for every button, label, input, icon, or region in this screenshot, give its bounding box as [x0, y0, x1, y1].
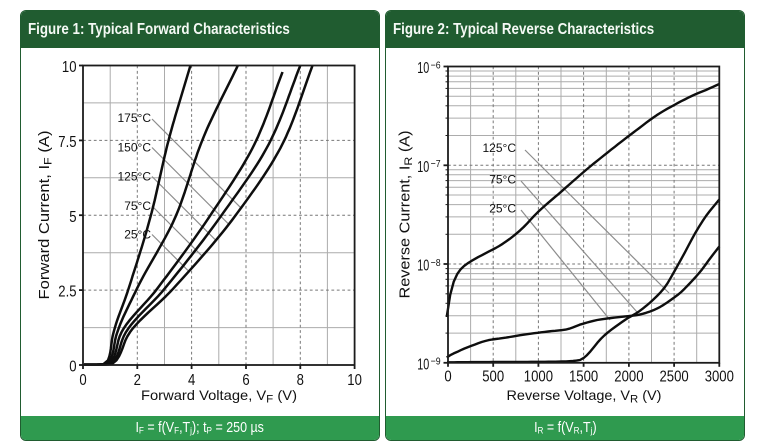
svg-text:0: 0 [444, 369, 452, 386]
svg-text:7.5: 7.5 [58, 134, 76, 151]
svg-text:10: 10 [62, 59, 77, 76]
svg-text:10: 10 [417, 60, 429, 77]
svg-text:150°C: 150°C [118, 141, 152, 155]
svg-text:75°C: 75°C [489, 173, 516, 187]
svg-text:125°C: 125°C [483, 141, 517, 155]
svg-text:75°C: 75°C [124, 199, 151, 213]
svg-text:−9: −9 [431, 356, 441, 368]
svg-text:2500: 2500 [660, 369, 690, 386]
svg-text:6: 6 [242, 372, 249, 389]
svg-text:3000: 3000 [705, 369, 735, 386]
svg-text:8: 8 [297, 372, 304, 389]
svg-text:−7: −7 [431, 158, 441, 170]
svg-text:25°C: 25°C [124, 228, 151, 242]
svg-text:4: 4 [188, 372, 196, 389]
svg-text:Reverse Voltage, VR (V): Reverse Voltage, VR (V) [507, 387, 662, 406]
svg-text:10: 10 [347, 372, 362, 389]
svg-text:Forward Voltage, VF (V): Forward Voltage, VF (V) [141, 387, 297, 406]
svg-text:−8: −8 [431, 257, 441, 269]
svg-text:10: 10 [417, 258, 429, 275]
svg-text:10: 10 [417, 356, 429, 373]
svg-text:1000: 1000 [524, 369, 554, 386]
svg-text:25°C: 25°C [489, 202, 516, 216]
svg-text:2000: 2000 [614, 369, 644, 386]
svg-text:0: 0 [69, 359, 77, 376]
svg-text:10: 10 [417, 159, 429, 176]
svg-text:1500: 1500 [569, 369, 599, 386]
svg-text:0: 0 [79, 372, 87, 389]
svg-text:2: 2 [134, 372, 141, 389]
svg-text:Forward Current, IF (A): Forward Current, IF (A) [37, 131, 55, 300]
svg-text:Reverse Current, IR (A): Reverse Current, IR (A) [398, 130, 416, 298]
svg-text:125°C: 125°C [118, 170, 152, 184]
svg-text:500: 500 [482, 369, 504, 386]
svg-text:5: 5 [69, 209, 76, 226]
svg-text:2.5: 2.5 [58, 284, 76, 301]
svg-text:−6: −6 [431, 59, 441, 71]
svg-text:175°C: 175°C [118, 111, 152, 125]
